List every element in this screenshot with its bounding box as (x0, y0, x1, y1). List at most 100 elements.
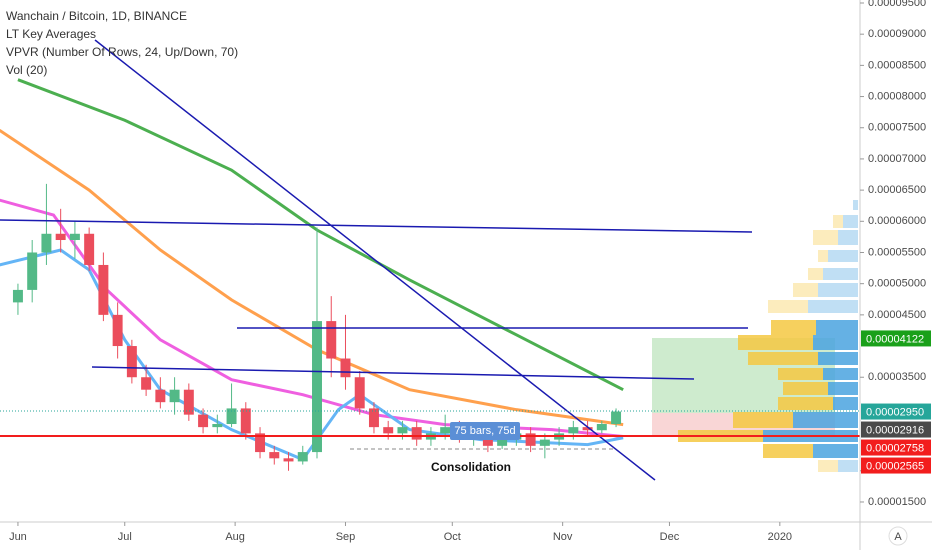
profile-down (793, 283, 818, 297)
price-tag-label: 0.00004122 (866, 333, 924, 345)
profile-up (828, 382, 858, 395)
price-tag (861, 457, 931, 474)
auto-scale-button[interactable] (888, 526, 908, 546)
drawings: 75 bars, 75d Consolidation (0, 39, 860, 481)
profile-up (823, 368, 858, 380)
candle-body (297, 452, 308, 462)
candle-body (169, 389, 180, 403)
y-tick-label: 0.00008500 (868, 59, 926, 71)
candle-body (539, 439, 550, 446)
candle-body (582, 427, 593, 431)
x-tick-label: Sep (336, 531, 356, 543)
profile-down (738, 335, 813, 350)
y-tick-label: 0.00006000 (868, 215, 926, 227)
profile-down (778, 397, 833, 410)
profile-down (833, 215, 843, 228)
profile-down (818, 250, 828, 262)
profile-down (763, 444, 813, 458)
annotation: Consolidation (431, 460, 511, 474)
profile-up (843, 215, 858, 228)
y-tick-label: 0.00005000 (868, 278, 926, 290)
profile-up (823, 268, 858, 280)
candle-body (41, 233, 52, 253)
candle-body (27, 252, 38, 290)
candle-body (198, 414, 209, 428)
moving-average (0, 128, 624, 427)
candle-body (269, 452, 280, 459)
candle-body (155, 389, 166, 403)
candle-body (255, 433, 266, 453)
profile-up (838, 460, 858, 472)
price-tag (861, 330, 931, 347)
x-tick-label: Jun (9, 531, 27, 543)
symbol-title: Wanchain / Bitcoin, 1D, BINANCE (6, 9, 187, 23)
candle-body (525, 433, 536, 446)
candle-body (12, 289, 23, 303)
profile-up (813, 444, 858, 458)
candle-body (141, 377, 152, 390)
price-tag-label: 0.00002758 (866, 442, 924, 454)
candle-body (98, 264, 109, 315)
trend-line (91, 366, 695, 380)
indicator-label: Vol (20) (6, 63, 47, 77)
y-tick-label: 0.00008000 (868, 90, 926, 102)
candle-body (312, 321, 322, 453)
profile-down (771, 320, 816, 335)
profile-down (748, 352, 818, 365)
x-tick-label: Jul (118, 531, 132, 543)
legend: Wanchain / Bitcoin, 1D, BINANCE LT Key A… (6, 9, 238, 77)
candle-body (568, 427, 579, 434)
candle-body (383, 427, 394, 434)
profile-down (813, 230, 838, 245)
profile-up (838, 230, 858, 245)
auto-scale-label[interactable]: A (894, 531, 902, 543)
profile-up (793, 412, 858, 428)
price-tag-label: 0.00002950 (866, 406, 924, 418)
candle-body (596, 424, 607, 431)
range-label-box (450, 422, 520, 440)
candle-body (497, 439, 508, 446)
trend-line (0, 219, 753, 233)
y-tick-label: 0.00003500 (868, 371, 926, 383)
candle-body (226, 408, 237, 425)
y-tick-label: 0.00006500 (868, 184, 926, 196)
x-tick-label: Nov (553, 531, 573, 543)
profile-up (813, 335, 858, 350)
candle-body (112, 314, 123, 347)
y-tick-label: 0.00004500 (868, 309, 926, 321)
candle-body (340, 358, 351, 378)
profile-down (778, 368, 823, 380)
y-tick-label: 0.00001500 (868, 496, 926, 508)
candle-body (212, 424, 223, 428)
price-tag (861, 421, 931, 438)
x-tick-label: Aug (225, 531, 245, 543)
y-tick-label: 0.00007500 (868, 122, 926, 134)
profile-up (828, 250, 858, 262)
plot (0, 78, 624, 471)
x-tick-label: Dec (660, 531, 680, 543)
candle-body (611, 411, 622, 425)
x-tick-label: Oct (444, 531, 461, 543)
y-tick-label: 0.00009000 (868, 28, 926, 40)
candle-body (326, 321, 337, 359)
profile-up (816, 320, 858, 335)
indicator-label: LT Key Averages (6, 27, 96, 41)
candle-body (397, 427, 408, 434)
range-label: 75 bars, 75d (454, 425, 515, 437)
profile-down (783, 382, 828, 395)
candle-body (55, 233, 66, 241)
indicator-label: VPVR (Number Of Rows, 24, Up/Down, 70) (6, 45, 238, 59)
profile-up (818, 283, 858, 297)
profile-down (818, 460, 838, 472)
profile-down (733, 412, 793, 428)
candle-body (354, 377, 365, 409)
candle-body (411, 427, 422, 440)
profile-down (768, 300, 808, 313)
price-tag-label: 0.00002916 (866, 424, 924, 436)
y-tick-label: 0.00009500 (868, 0, 926, 9)
candle-body (240, 408, 251, 434)
candle-body (283, 458, 294, 462)
price-tag (861, 439, 931, 456)
candle-body (368, 408, 379, 428)
